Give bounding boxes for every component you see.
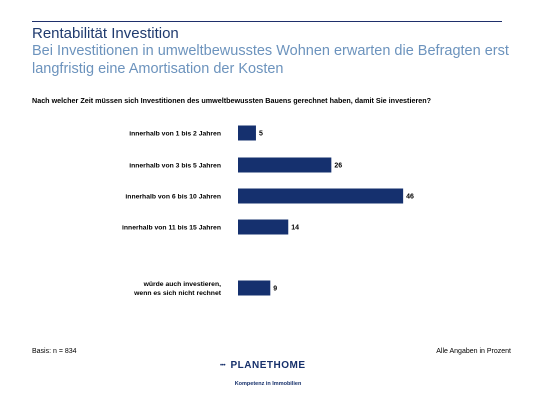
page-title: Rentabilität Investition: [32, 25, 179, 42]
category-label: innerhalb von 6 bis 10 Jahren: [125, 194, 221, 201]
bar-value-label: 9: [273, 286, 277, 293]
unit-note: Alle Angaben in Prozent: [436, 348, 511, 355]
bar-value-label: 14: [291, 225, 299, 232]
category-label: innerhalb von 3 bis 5 Jahren: [129, 163, 221, 170]
bar: [238, 280, 271, 296]
planethome-logo: • • • PLANETHOME Kompetenz in Immobilien: [220, 360, 316, 396]
logo-wordmark: PLANETHOME: [230, 360, 306, 371]
category-label: würde auch investieren, wenn es sich nich…: [133, 281, 222, 297]
category-label: innerhalb von 1 bis 2 Jahren: [129, 131, 221, 138]
bar-value-label: 46: [406, 194, 414, 201]
category-label: innerhalb von 11 bis 15 Jahren: [122, 225, 221, 232]
page-subtitle: Bei Investitionen in umweltbewusstes Woh…: [32, 43, 509, 77]
bar: [238, 125, 256, 141]
bar-value-label: 26: [334, 163, 342, 170]
logo-tagline: Kompetenz in Immobilien: [234, 381, 302, 387]
bar-value-label: 5: [259, 131, 263, 138]
bar: [238, 188, 404, 204]
bar: [238, 157, 332, 173]
bar: [238, 219, 289, 235]
top-rule: [32, 21, 502, 22]
logo-dots-icon: • • •: [220, 363, 226, 369]
survey-question: Nach welcher Zeit müssen sich Investitio…: [32, 96, 432, 105]
sample-basis: Basis: n = 834: [32, 348, 77, 355]
